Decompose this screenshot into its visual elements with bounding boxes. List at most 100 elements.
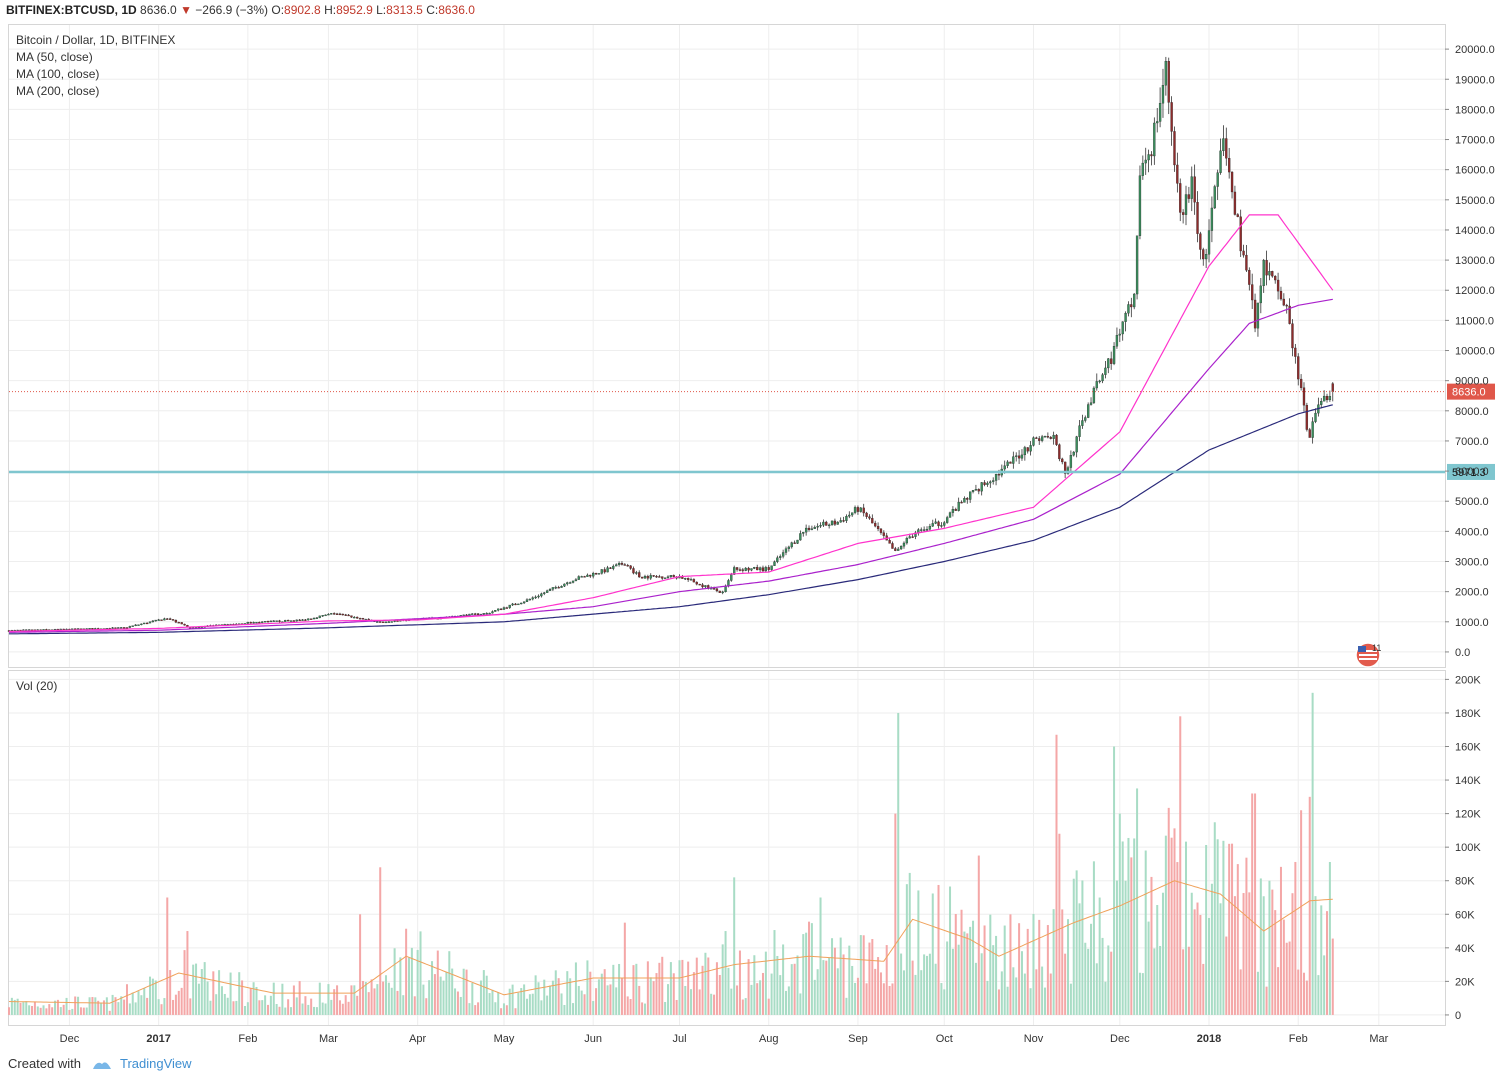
volume-bar (1104, 981, 1107, 1015)
volume-bar (684, 985, 687, 1015)
candle-body (787, 546, 791, 549)
volume-bar (951, 948, 954, 1015)
ma200-legend: MA (200, close) (16, 84, 100, 98)
candle-body (1202, 249, 1205, 260)
volume-bar (730, 988, 733, 1015)
volume-bar (333, 989, 336, 1015)
volume-bar (203, 962, 206, 1015)
volume-bar (1069, 983, 1072, 1015)
volume-bar (741, 999, 744, 1015)
tradingview-link[interactable]: TradingView (120, 1056, 192, 1071)
candle-body (586, 574, 589, 577)
volume-bar (687, 961, 690, 1015)
tradingview-logo-icon[interactable] (91, 1059, 113, 1071)
volume-bar (836, 968, 839, 1015)
volume-tick-label: 60K (1455, 909, 1475, 921)
volume-bar (1176, 862, 1179, 1015)
candle-body (738, 569, 742, 571)
candle-body (1239, 216, 1242, 252)
candle-body (856, 507, 860, 512)
candle-body (790, 542, 793, 548)
candle-body (1265, 260, 1268, 276)
candle-body (646, 576, 650, 579)
volume-bar (940, 983, 943, 1015)
volume-bar (690, 989, 693, 1015)
volume-bar (997, 989, 1000, 1015)
candle-body (324, 614, 327, 617)
volume-bar (877, 957, 880, 1015)
volume-bar (1092, 861, 1095, 1015)
volume-bar (149, 976, 152, 1015)
candle-body (566, 582, 569, 585)
volume-bar (367, 992, 370, 1015)
volume-bar (589, 971, 592, 1015)
candle-body (474, 613, 477, 615)
time-tick-label: Apr (409, 1033, 426, 1045)
candle-body (1133, 293, 1136, 308)
volume-bar (318, 982, 321, 1015)
candle-body (148, 621, 152, 624)
candle-body (773, 561, 776, 566)
candle-body (1127, 304, 1130, 314)
candle-body (779, 556, 782, 558)
volume-bar (934, 963, 937, 1015)
volume-bars (7, 692, 1334, 1015)
candlesticks (7, 56, 1334, 632)
candle-body (1184, 194, 1188, 215)
volume-bar (848, 945, 851, 1015)
candle-body (379, 621, 382, 623)
candle-body (721, 591, 724, 594)
candle-body (1193, 176, 1196, 203)
volume-bar (977, 855, 980, 1015)
volume-bar (632, 965, 635, 1015)
candle-body (390, 621, 393, 623)
candle-body (353, 616, 356, 619)
flag-icon-group: 11 (1355, 642, 1381, 668)
time-tick-label: May (494, 1033, 515, 1045)
volume-bar (586, 960, 589, 1015)
candle-body (554, 587, 557, 589)
candle-body (1078, 425, 1081, 437)
candle-body (1015, 455, 1018, 457)
candle-body (361, 618, 365, 620)
candle-body (583, 576, 586, 578)
candle-body (1124, 312, 1127, 322)
candle-body (1181, 212, 1185, 215)
volume-bar (937, 884, 940, 1015)
volume-bar (327, 984, 330, 1015)
candle-body (143, 622, 146, 625)
candle-body (1259, 285, 1262, 304)
candle-body (663, 577, 667, 579)
candle-body (661, 576, 664, 579)
open-label: O: (271, 3, 285, 17)
candle-body (1228, 158, 1231, 173)
price-pane[interactable] (8, 24, 1446, 668)
volume-bar (1153, 948, 1156, 1015)
candle-body (1299, 378, 1303, 388)
volume-bar (241, 980, 244, 1015)
volume-bar (206, 981, 209, 1015)
candle-body (879, 528, 883, 533)
candle-body (476, 613, 480, 615)
volume-bar (882, 983, 885, 1015)
candle-body (131, 625, 134, 627)
candle-body (145, 622, 149, 625)
chart-title: Bitcoin / Dollar, 1D, BITFINEX (16, 33, 176, 47)
time-tick-label: Aug (759, 1033, 779, 1045)
volume-bar (1228, 843, 1231, 1015)
volume-bar (7, 1007, 11, 1015)
candle-body (606, 567, 609, 573)
candle-body (307, 618, 310, 621)
volume-bar (819, 897, 822, 1015)
candle-body (822, 521, 825, 526)
candle-body (643, 576, 647, 579)
volume-bar (623, 922, 626, 1015)
volume-pane[interactable] (8, 670, 1446, 1026)
candle-body (1167, 61, 1170, 103)
candle-body (520, 602, 523, 605)
volume-bar (641, 1002, 644, 1015)
volume-bar (664, 1001, 667, 1015)
volume-bar (1268, 880, 1271, 1015)
volume-tick-label: 120K (1455, 809, 1481, 821)
